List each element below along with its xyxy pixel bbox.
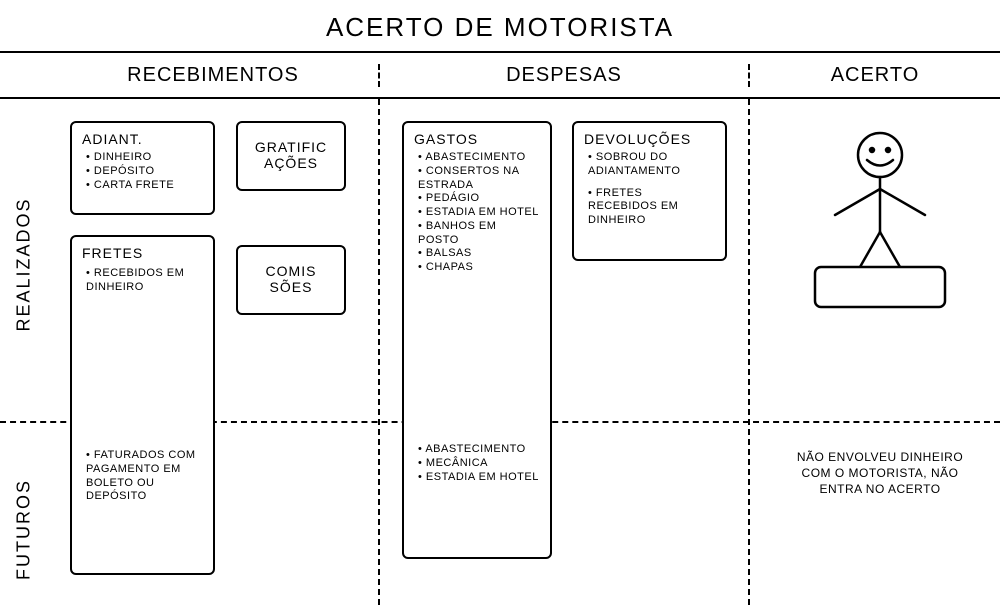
col-acerto: NÃO ENVOLVEU DINHEIRO COM O MOTORISTA, N… — [748, 99, 1000, 605]
col-recebimentos: ADIANT. DINHEIRO DEPÓSITO CARTA FRETE GR… — [48, 99, 378, 605]
list-item: FATURADOS COM PAGAMENTO EM BOLETO OU DEP… — [86, 449, 203, 504]
box-title: DEVOLUÇÕES — [584, 131, 715, 147]
col-despesas: GASTOS ABASTECIMENTO CONSERTOS NA ESTRAD… — [378, 99, 748, 605]
list-item: MECÂNICA — [418, 457, 540, 471]
column-header-row: RECEBIMENTOS DESPESAS ACERTO — [0, 51, 1000, 99]
box-comissoes: COMIS SÕES — [236, 245, 346, 315]
diagram-grid: REALIZADOS FUTUROS ADIANT. DINHEIRO DEPÓ… — [0, 99, 1000, 605]
stickman-icon — [805, 127, 955, 317]
list-item: BANHOS EM POSTO — [418, 220, 540, 248]
list-item: BALSAS — [418, 247, 540, 261]
box-title: COMIS SÕES — [248, 263, 334, 295]
list-item: ESTADIA EM HOTEL — [418, 206, 540, 220]
list-item: ESTADIA EM HOTEL — [418, 471, 540, 485]
list-item: ABASTECIMENTO — [418, 443, 540, 457]
row-header-column: REALIZADOS FUTUROS — [0, 99, 48, 605]
box-fretes: FRETES RECEBIDOS EM DINHEIRO FATURADOS C… — [70, 235, 215, 575]
box-gratificacoes: GRATIFIC AÇÕES — [236, 121, 346, 191]
list-item: PEDÁGIO — [418, 192, 540, 206]
list-item: ABASTECIMENTO — [418, 151, 540, 165]
box-adiant: ADIANT. DINHEIRO DEPÓSITO CARTA FRETE — [70, 121, 215, 215]
list-item: CONSERTOS NA ESTRADA — [418, 165, 540, 193]
list-item: RECEBIDOS EM DINHEIRO — [86, 267, 203, 295]
box-devolucoes: DEVOLUÇÕES SOBROU DO ADIANTAMENTO FRETES… — [572, 121, 727, 261]
box-title: GASTOS — [414, 131, 540, 147]
acerto-note: NÃO ENVOLVEU DINHEIRO COM O MOTORISTA, N… — [790, 449, 970, 498]
box-title: FRETES — [82, 245, 203, 261]
list-item: CARTA FRETE — [86, 179, 203, 193]
page-title: ACERTO DE MOTORISTA — [0, 0, 1000, 51]
row-header-futuros: FUTUROS — [14, 479, 35, 580]
box-title: ADIANT. — [82, 131, 203, 147]
list-item: CHAPAS — [418, 261, 540, 275]
col-header-recebimentos: RECEBIMENTOS — [48, 64, 378, 87]
col-header-acerto: ACERTO — [748, 64, 1000, 87]
list-item: DINHEIRO — [86, 151, 203, 165]
list-item: FRETES RECEBIDOS EM DINHEIRO — [588, 187, 715, 228]
list-item: DEPÓSITO — [86, 165, 203, 179]
col-header-despesas: DESPESAS — [378, 64, 748, 87]
list-item: SOBROU DO ADIANTAMENTO — [588, 151, 715, 179]
row-header-realizados: REALIZADOS — [14, 197, 35, 331]
box-gastos: GASTOS ABASTECIMENTO CONSERTOS NA ESTRAD… — [402, 121, 552, 559]
box-title: GRATIFIC AÇÕES — [248, 139, 334, 171]
